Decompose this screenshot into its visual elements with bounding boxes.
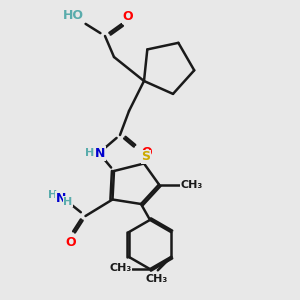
Text: O: O xyxy=(142,146,152,160)
Text: CH₃: CH₃ xyxy=(181,179,203,190)
Text: H: H xyxy=(64,196,73,207)
Text: N: N xyxy=(95,147,106,160)
Text: CH₃: CH₃ xyxy=(110,262,132,273)
Text: O: O xyxy=(122,10,133,23)
Text: N: N xyxy=(56,191,66,205)
Text: H: H xyxy=(85,148,94,158)
Text: S: S xyxy=(142,150,151,164)
Text: HO: HO xyxy=(63,9,84,22)
Text: O: O xyxy=(65,236,76,250)
Text: H: H xyxy=(48,190,57,200)
Text: CH₃: CH₃ xyxy=(145,274,167,284)
